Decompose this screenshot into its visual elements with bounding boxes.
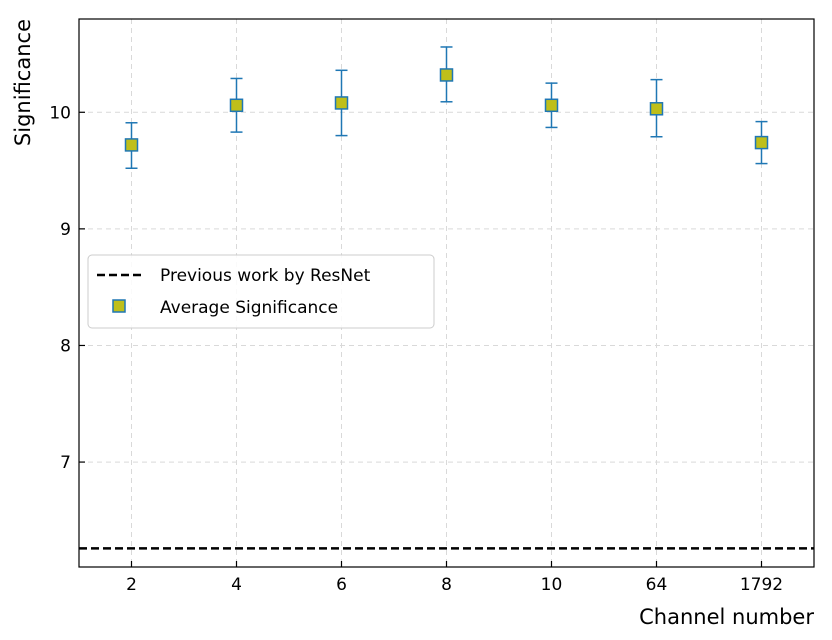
legend-square-marker-swatch xyxy=(112,299,126,313)
axis-ticks: 2 4 6 8 10 64 1792 7 8 9 10 xyxy=(49,103,783,595)
data-point-square xyxy=(439,68,454,82)
x-axis-title: Channel number xyxy=(639,605,814,629)
x-tick-label: 64 xyxy=(646,575,668,595)
data-point-square xyxy=(334,96,349,110)
data-series xyxy=(124,46,769,169)
y-tick-label: 9 xyxy=(60,220,71,240)
legend-label-average: Average Significance xyxy=(160,298,338,318)
x-tick-label: 4 xyxy=(231,575,242,595)
y-tick-label: 7 xyxy=(60,453,71,473)
data-point-square xyxy=(124,138,139,152)
x-tick-label: 6 xyxy=(336,575,347,595)
data-point-square xyxy=(544,98,559,113)
data-point-square xyxy=(229,98,244,113)
data-point-square xyxy=(754,135,769,150)
x-tick-label: 10 xyxy=(541,575,563,595)
legend-label-resnet: Previous work by ResNet xyxy=(160,266,371,286)
y-tick-label: 8 xyxy=(60,336,71,356)
x-tick-label: 8 xyxy=(441,575,452,595)
legend: Previous work by ResNet Average Signific… xyxy=(87,254,435,329)
x-tick-label: 2 xyxy=(126,575,137,595)
y-tick-label: 10 xyxy=(49,103,71,123)
data-point-square xyxy=(649,102,664,116)
y-axis-title: Significance xyxy=(11,19,35,146)
legend-frame xyxy=(87,254,435,329)
x-tick-label: 1792 xyxy=(740,575,783,595)
